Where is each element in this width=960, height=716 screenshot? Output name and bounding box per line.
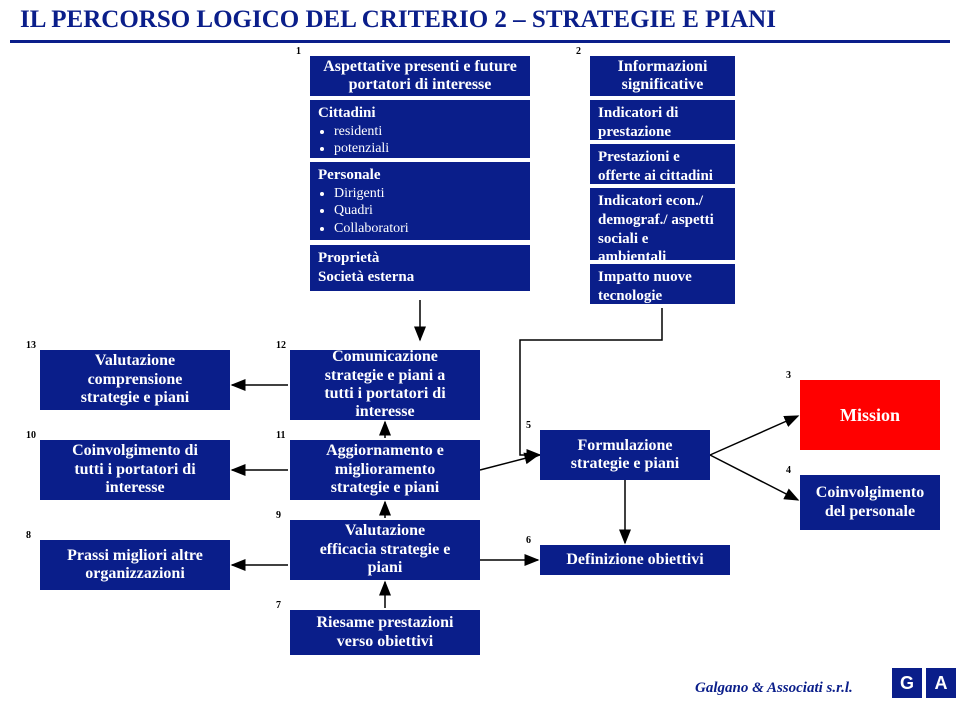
node-n4: Coinvolgimentodel personale: [800, 475, 940, 530]
node-n9: Valutazioneefficacia strategie epiani: [290, 520, 480, 580]
node-number-n3: 3: [786, 370, 791, 381]
node-n6: Definizione obiettivi: [540, 545, 730, 575]
node-n1-sub-0: Cittadiniresidentipotenziali: [310, 100, 530, 158]
node-number-n12: 12: [276, 340, 286, 351]
node-number-n8: 8: [26, 530, 31, 541]
footer-company: Galgano & Associati s.r.l.: [695, 680, 853, 697]
node-n7: Riesame prestazioniverso obiettivi: [290, 610, 480, 655]
node-number-n7: 7: [276, 600, 281, 611]
node-number-n9: 9: [276, 510, 281, 521]
node-n1-sub-1: PersonaleDirigentiQuadriCollaboratori: [310, 162, 530, 240]
node-n13: Valutazionecomprensionestrategie e piani: [40, 350, 230, 410]
node-n2-sub-1: Prestazioni eofferte ai cittadini: [590, 144, 735, 184]
node-n8: Prassi migliori altreorganizzazioni: [40, 540, 230, 590]
arrow-12: [480, 455, 538, 470]
node-n2-sub-0: Indicatori diprestazione: [590, 100, 735, 140]
node-n2: Informazionisignificative: [590, 56, 735, 96]
node-number-n13: 13: [26, 340, 36, 351]
arrow-2: [710, 416, 798, 455]
node-number-n1: 1: [296, 46, 301, 57]
node-n5: Formulazionestrategie e piani: [540, 430, 710, 480]
node-number-n6: 6: [526, 535, 531, 546]
node-n10: Coinvolgimento ditutti i portatori diint…: [40, 440, 230, 500]
node-number-n11: 11: [276, 430, 285, 441]
node-number-n2: 2: [576, 46, 581, 57]
footer-logo-1: G: [892, 668, 922, 698]
node-n11: Aggiornamento emiglioramentostrategie e …: [290, 440, 480, 500]
node-n3: Mission: [800, 380, 940, 450]
title-rule: [10, 40, 950, 43]
node-number-n5: 5: [526, 420, 531, 431]
node-number-n4: 4: [786, 465, 791, 476]
page-title: IL PERCORSO LOGICO DEL CRITERIO 2 – STRA…: [20, 6, 940, 34]
arrow-3: [710, 455, 798, 500]
node-n2-sub-2: Indicatori econ./demograf./ aspettisocia…: [590, 188, 735, 260]
node-n2-sub-3: Impatto nuovetecnologie: [590, 264, 735, 304]
node-n12: Comunicazionestrategie e piani atutti i …: [290, 350, 480, 420]
node-number-n10: 10: [26, 430, 36, 441]
node-n1-sub-2: ProprietàSocietà esterna: [310, 245, 530, 291]
footer-logo-2: A: [926, 668, 956, 698]
node-n1: Aspettative presenti e futureportatori d…: [310, 56, 530, 96]
